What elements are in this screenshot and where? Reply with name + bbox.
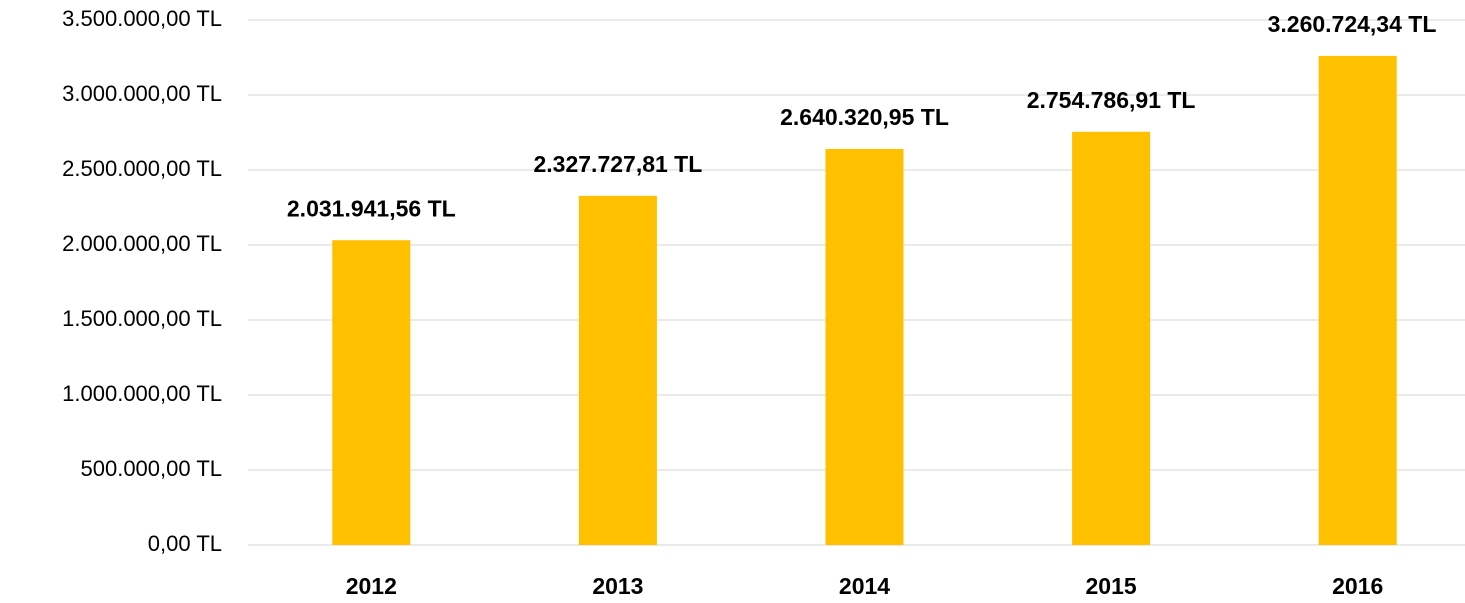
bar (825, 148, 904, 546)
bar (1318, 55, 1397, 545)
y-tick-label: 3.000.000,00 TL (62, 81, 222, 106)
value-label: 2.031.941,56 TL (287, 195, 456, 221)
y-tick-label: 500.000,00 TL (81, 456, 223, 481)
x-tick-label: 2015 (1086, 573, 1137, 599)
y-tick-label: 1.000.000,00 TL (62, 381, 222, 406)
y-tick-label: 1.500.000,00 TL (62, 306, 222, 331)
value-label: 2.754.786,91 TL (1027, 87, 1196, 113)
y-tick-label: 2.000.000,00 TL (62, 231, 222, 256)
bar (332, 240, 411, 545)
y-tick-label: 3.500.000,00 TL (62, 6, 222, 31)
bar (1072, 131, 1151, 545)
x-tick-label: 2012 (346, 573, 397, 599)
value-label: 3.260.724,34 TL (1268, 11, 1437, 37)
value-label: 2.327.727,81 TL (534, 151, 703, 177)
x-tick-label: 2016 (1332, 573, 1383, 599)
y-tick-label: 2.500.000,00 TL (62, 156, 222, 181)
bar (578, 195, 657, 546)
value-label: 2.640.320,95 TL (780, 104, 949, 130)
x-tick-label: 2013 (592, 573, 643, 599)
x-tick-label: 2014 (839, 573, 890, 599)
y-tick-label: 0,00 TL (148, 531, 222, 556)
